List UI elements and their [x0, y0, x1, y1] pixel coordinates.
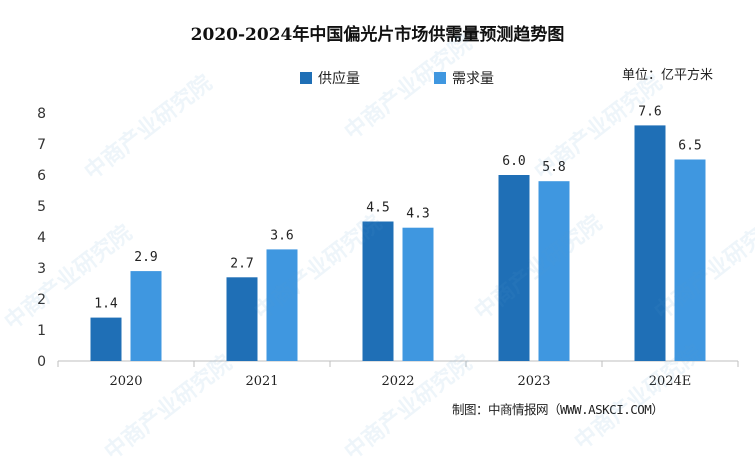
bar-supply — [498, 175, 530, 361]
x-tick-label: 2022 — [381, 374, 414, 389]
y-tick-label: 8 — [37, 106, 46, 122]
data-label: 1.4 — [94, 297, 118, 312]
data-label: 3.6 — [270, 228, 293, 243]
y-tick-label: 0 — [37, 354, 46, 370]
y-tick-label: 3 — [37, 261, 46, 277]
legend-label-supply: 供应量 — [318, 71, 360, 87]
data-label: 6.0 — [502, 154, 525, 169]
bar-supply — [362, 221, 394, 361]
data-label: 2.9 — [134, 250, 157, 265]
legend-item-demand: 需求量 — [434, 68, 494, 88]
data-label: 4.3 — [406, 207, 429, 222]
x-tick-label: 2023 — [517, 374, 550, 389]
data-label: 6.5 — [678, 139, 701, 154]
data-label: 2.7 — [230, 256, 253, 271]
plot-area: 0 1 2 3 4 5 6 7 8 1.4 2.9 2020 2.7 3.6 2021 4.5 4.3 2022 6… — [37, 104, 739, 389]
y-tick-label: 2 — [37, 292, 46, 308]
legend-swatch-supply — [300, 72, 312, 84]
y-tick-label: 6 — [37, 168, 46, 184]
data-label: 7.6 — [638, 104, 661, 119]
bar-supply — [226, 277, 258, 361]
y-tick-label: 5 — [37, 199, 46, 215]
data-label: 4.5 — [366, 201, 389, 216]
data-label: 5.8 — [542, 160, 565, 175]
bar-demand — [538, 181, 570, 361]
y-tick-label: 1 — [37, 323, 46, 339]
unit-label: 单位：亿平方米 — [621, 68, 713, 83]
legend-swatch-demand — [434, 72, 446, 84]
bar-supply — [90, 317, 122, 361]
bar-demand — [674, 159, 706, 361]
source-label: 制图：中商情报网（WWW.ASKCI.COM） — [452, 402, 664, 417]
legend-item-supply: 供应量 — [300, 68, 360, 88]
bar-demand — [402, 227, 434, 361]
x-tick-label: 2021 — [245, 374, 278, 389]
chart-title: 2020-2024年中国偏光片市场供需量预测趋势图 — [190, 25, 565, 45]
x-tick-label: 2020 — [109, 374, 142, 389]
y-tick-label: 7 — [37, 137, 46, 153]
bar-supply — [634, 125, 666, 362]
bar-demand — [130, 271, 162, 361]
y-tick-label: 4 — [37, 230, 46, 246]
legend-label-demand: 需求量 — [452, 71, 494, 87]
bar-demand — [266, 249, 298, 361]
x-tick-label: 2024E — [649, 374, 692, 389]
